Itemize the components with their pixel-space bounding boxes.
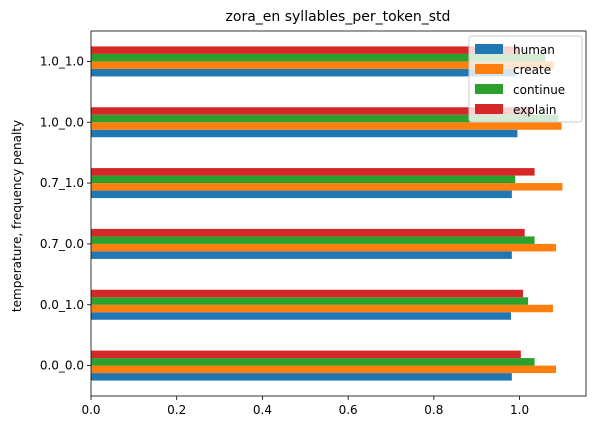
bar-continue-3 xyxy=(91,175,516,184)
x-tick-label-5: 1.0 xyxy=(510,403,529,417)
legend-swatch-human xyxy=(475,44,503,54)
bar-continue-2 xyxy=(91,236,535,244)
bar-continue-4 xyxy=(91,114,559,123)
y-tick-label-0: 0.0_0.0 xyxy=(40,359,84,373)
plot-frame xyxy=(90,30,587,397)
bar-human-3 xyxy=(91,190,512,199)
y-tick-label-3: 0.7_1.0 xyxy=(40,176,84,190)
chart-title: zora_en syllables_per_token_std xyxy=(226,9,451,25)
legend-swatch-explain xyxy=(475,104,503,114)
bar-explain-2 xyxy=(91,228,525,237)
bar-explain-0 xyxy=(91,350,521,359)
x-tick-label-1: 0.2 xyxy=(167,403,186,417)
y-axis-label: temperature, frequency penalty xyxy=(10,120,24,312)
bar-create-5 xyxy=(91,61,554,69)
legend-box xyxy=(468,35,583,123)
bar-explain-5 xyxy=(91,46,520,54)
bar-explain-4 xyxy=(91,107,533,115)
legend-label-human: human xyxy=(513,43,555,57)
bar-explain-3 xyxy=(91,168,535,176)
legend-label-explain: explain xyxy=(513,103,557,117)
bar-create-3 xyxy=(91,183,563,191)
bar-continue-0 xyxy=(91,358,535,366)
y-tick-label-2: 0.7_0.0 xyxy=(40,237,84,251)
bar-continue-1 xyxy=(91,297,529,305)
legend-swatch-continue xyxy=(475,84,503,94)
x-tick-label-0: 0.0 xyxy=(81,403,100,417)
bar-human-1 xyxy=(91,312,511,320)
legend-label-continue: continue xyxy=(513,83,565,97)
bar-create-1 xyxy=(91,304,553,313)
bars-group xyxy=(91,46,563,381)
legend-label-create: create xyxy=(513,63,551,77)
bar-continue-5 xyxy=(91,53,546,62)
bar-human-2 xyxy=(91,251,512,259)
x-tick-label-2: 0.4 xyxy=(253,403,272,417)
bar-explain-1 xyxy=(91,289,523,298)
y-tick-label-4: 1.0_0.0 xyxy=(40,115,84,129)
bar-create-4 xyxy=(91,122,562,130)
bar-human-0 xyxy=(91,373,512,381)
x-tick-label-4: 0.8 xyxy=(424,403,443,417)
bar-human-4 xyxy=(91,129,518,138)
x-tick-label-3: 0.6 xyxy=(339,403,358,417)
bar-human-5 xyxy=(91,68,516,77)
legend-swatch-create xyxy=(475,64,503,74)
y-tick-label-1: 0.0_1.0 xyxy=(40,298,84,312)
axes-group: 0.0 0.2 0.4 0.6 0.8 1.0 0.0_0.0 0.0_1.0 0.7_0.0 0… xyxy=(40,30,587,417)
legend: human create continue explain xyxy=(468,35,583,123)
bar-create-2 xyxy=(91,243,556,252)
bar-create-0 xyxy=(91,365,556,374)
y-tick-label-5: 1.0_1.0 xyxy=(40,54,84,68)
